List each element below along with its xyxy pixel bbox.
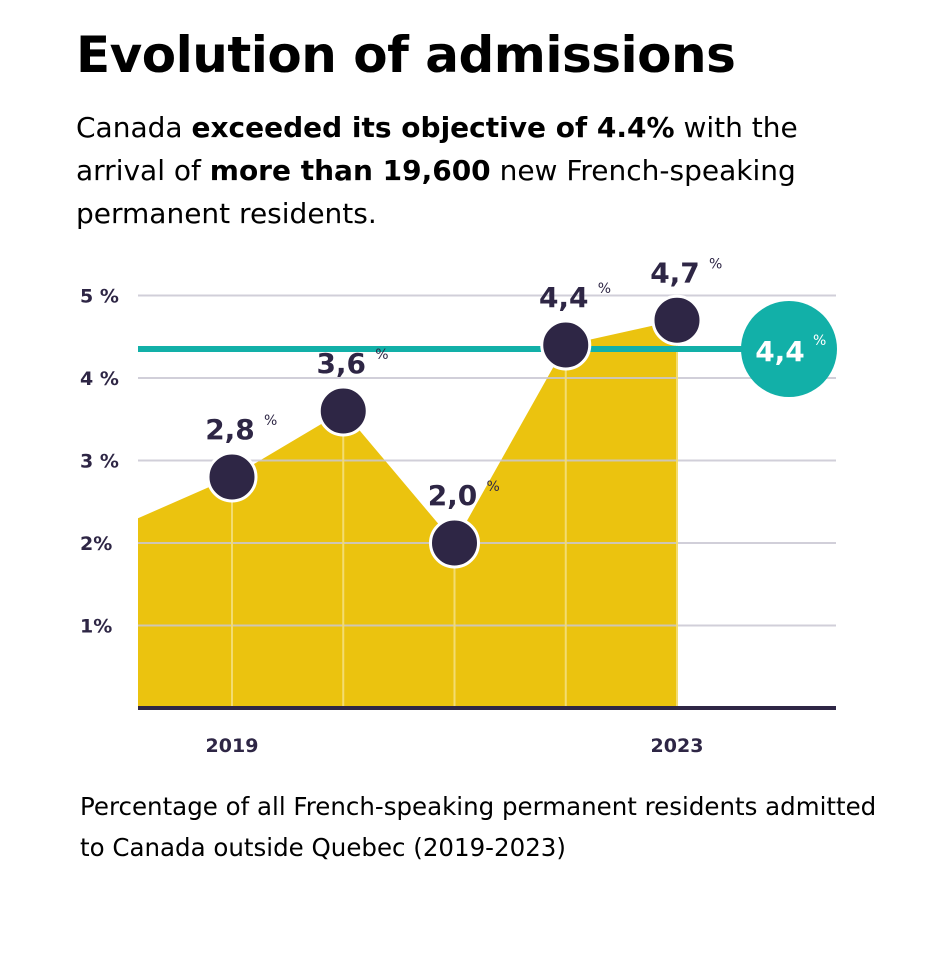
- y-tick-label: 5 %: [80, 286, 119, 308]
- data-label: 2,0: [428, 479, 478, 512]
- chart-title: Evolution of admissions: [76, 26, 736, 84]
- data-label: 4,7: [650, 256, 700, 289]
- target-percent-sign: %: [813, 333, 826, 349]
- data-point: [651, 294, 703, 346]
- chart-caption: Percentage of all French-speaking perman…: [80, 792, 877, 862]
- data-point: [317, 385, 369, 437]
- data-label-percent: %: [598, 281, 611, 297]
- data-label: 3,6: [316, 347, 366, 380]
- area-chart: 1% 2% 3 % 4 % 5 % 2019 2023 4,4 % 2,8 % 3,6 % 2,0 % 4,4…: [80, 256, 837, 757]
- subtitle-text: new French-speaking permanent residents.: [76, 154, 796, 230]
- data-label: 2,8: [205, 413, 255, 446]
- y-tick-label: 4 %: [80, 368, 119, 390]
- subtitle-emphasis: exceeded its objective of 4.4%: [191, 111, 675, 144]
- data-label: 4,4: [539, 281, 589, 314]
- y-tick-label: 2%: [80, 533, 112, 555]
- subtitle-text: Canada: [76, 111, 192, 144]
- y-tick-label: 3 %: [80, 451, 119, 473]
- data-label-percent: %: [375, 347, 388, 363]
- data-point: [206, 451, 258, 503]
- target-badge: [741, 301, 837, 397]
- subtitle-emphasis: more than 19,600: [209, 154, 491, 187]
- x-tick-label: 2023: [651, 735, 704, 757]
- data-label-percent: %: [264, 413, 277, 429]
- area-fill: [138, 320, 677, 708]
- chart-subtitle: Canada exceeded its objective of 4.4% wi…: [76, 106, 876, 235]
- y-tick-label: 1%: [80, 616, 112, 638]
- data-label-percent: %: [487, 479, 500, 495]
- x-tick-label: 2019: [206, 735, 259, 757]
- subtitle-text: with the arrival of: [76, 111, 798, 187]
- target-value-label: 4,4: [755, 335, 805, 368]
- data-point: [540, 319, 592, 371]
- data-label-percent: %: [709, 256, 722, 272]
- data-point: [429, 517, 480, 569]
